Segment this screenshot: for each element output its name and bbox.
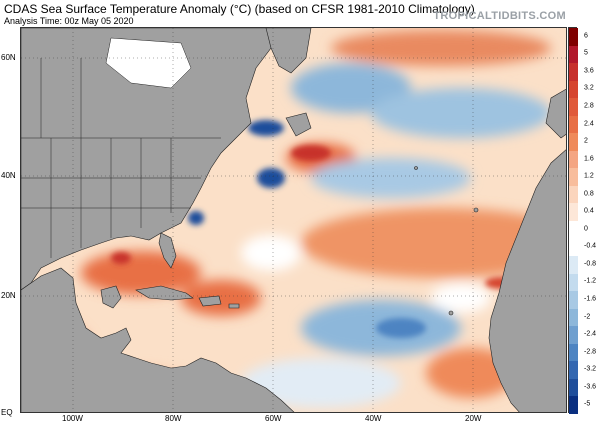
sst-anomaly-map bbox=[20, 27, 567, 413]
colorbar-tick-label: 1.2 bbox=[584, 172, 594, 180]
puerto-rico bbox=[228, 303, 240, 309]
colorbar-swatch bbox=[569, 273, 578, 292]
colorbar-tick-label: 2.8 bbox=[584, 102, 594, 110]
colorbar-tick-label: 2.4 bbox=[584, 120, 594, 127]
iberia bbox=[545, 88, 566, 139]
lat-label-20n: 20N bbox=[1, 291, 16, 300]
colorbar-swatch bbox=[569, 185, 578, 204]
colorbar-swatch bbox=[569, 238, 578, 257]
brand-logo-text: TROPICALTIDBITS.COM bbox=[433, 10, 566, 22]
colorbar-tick-label: -5 bbox=[584, 400, 591, 408]
colorbar-tick-label: -2 bbox=[584, 313, 591, 320]
lat-label-40n: 40N bbox=[1, 171, 16, 180]
lon-label-40w: 40W bbox=[365, 414, 382, 423]
colorbar-swatch bbox=[569, 396, 578, 415]
north-america bbox=[21, 28, 272, 291]
newfoundland bbox=[285, 112, 312, 137]
greenland bbox=[265, 28, 312, 74]
lon-label-100w: 100W bbox=[62, 414, 83, 423]
analysis-time: Analysis Time: 00z May 05 2020 bbox=[4, 16, 134, 26]
colorbar-tick-label: 3.2 bbox=[584, 84, 594, 92]
colorbar-swatch bbox=[569, 98, 578, 117]
colorbar-swatch bbox=[569, 115, 578, 134]
colorbar-swatch bbox=[569, 45, 578, 64]
lon-label-60w: 60W bbox=[265, 414, 282, 423]
colorbar-swatch bbox=[569, 168, 578, 187]
colorbar-tick-label: -2.8 bbox=[584, 348, 597, 356]
africa bbox=[488, 149, 566, 412]
mexico bbox=[21, 267, 295, 412]
colorbar-tick-label: 0.8 bbox=[584, 190, 594, 198]
colorbar-swatch bbox=[569, 326, 578, 345]
cuba bbox=[135, 285, 194, 301]
colorbar-tick-label: 5 bbox=[584, 49, 588, 57]
colorbar-swatch bbox=[569, 28, 578, 47]
colorbar-tick-label: -3.2 bbox=[584, 365, 597, 373]
colorbar-swatch bbox=[569, 133, 578, 152]
colorbar-tick-label: 6 bbox=[584, 32, 588, 40]
sea-ice bbox=[105, 37, 192, 89]
colorbar-tick-label: -0.8 bbox=[584, 260, 597, 268]
lon-label-20w: 20W bbox=[465, 414, 482, 423]
colorbar-swatch bbox=[569, 308, 578, 327]
colorbar-swatch bbox=[569, 80, 578, 99]
florida bbox=[158, 232, 177, 269]
lat-label-eq: EQ bbox=[1, 408, 13, 417]
map-title: CDAS Sea Surface Temperature Anomaly (°C… bbox=[4, 2, 475, 16]
azores bbox=[414, 166, 418, 170]
colorbar-swatch bbox=[569, 221, 578, 240]
colorbar-tick-label: -1.2 bbox=[584, 277, 597, 285]
colorbar-swatch bbox=[569, 256, 578, 275]
yucatan bbox=[100, 285, 122, 309]
colorbar-tick-label: 0.4 bbox=[584, 207, 594, 215]
colorbar-tick-label: -0.4 bbox=[584, 242, 597, 250]
colorbar-swatch bbox=[569, 361, 578, 380]
colorbar-swatch bbox=[569, 291, 578, 310]
hispaniola bbox=[198, 295, 222, 307]
political-borders bbox=[21, 58, 221, 258]
colorbar-tick-label: 3.6 bbox=[584, 67, 594, 75]
colorbar-tick-label: -1.6 bbox=[584, 295, 597, 303]
colorbar-swatch bbox=[569, 150, 578, 169]
lat-lon-grid bbox=[21, 28, 566, 412]
colorbar-swatch bbox=[569, 343, 578, 362]
colorbar-swatch bbox=[569, 63, 578, 82]
colorbar-tick-label: 0 bbox=[584, 225, 588, 233]
colorbar-swatch bbox=[569, 203, 578, 222]
colorbar-tick-label: -3.6 bbox=[584, 383, 597, 391]
cape-verde bbox=[448, 310, 454, 316]
colorbar-tick-label: 1.6 bbox=[584, 155, 594, 163]
land-masses bbox=[21, 28, 566, 412]
colorbar-tick-label: 2 bbox=[584, 137, 588, 145]
lat-label-60n: 60N bbox=[1, 53, 16, 62]
colorbar-tick-label: -2.4 bbox=[584, 330, 597, 338]
lon-label-80w: 80W bbox=[165, 414, 182, 423]
canary-islands bbox=[473, 207, 479, 213]
colorbar-swatch bbox=[569, 378, 578, 397]
colorbar bbox=[568, 27, 578, 415]
